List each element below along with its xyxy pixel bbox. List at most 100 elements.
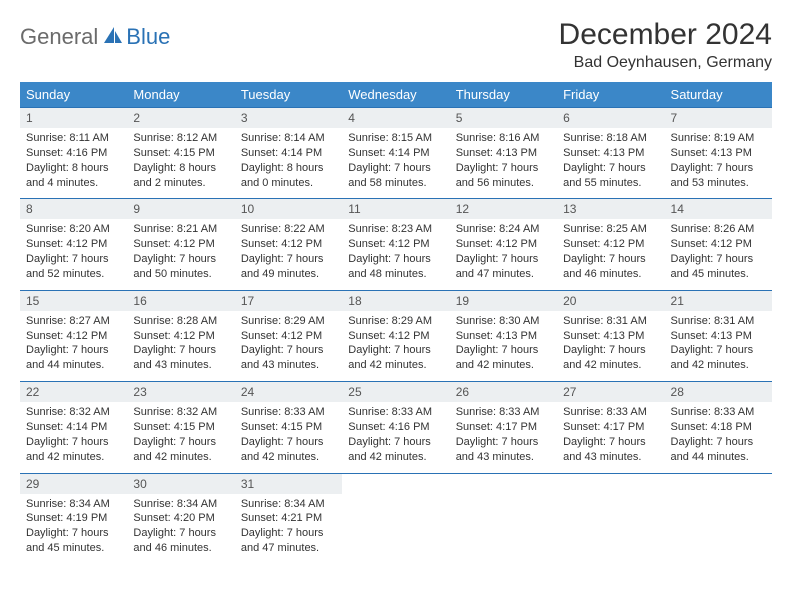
- day-cell-line: Sunset: 4:12 PM: [241, 329, 336, 344]
- day-cell: Sunrise: 8:34 AMSunset: 4:20 PMDaylight:…: [127, 494, 234, 564]
- day-cell: Sunrise: 8:32 AMSunset: 4:15 PMDaylight:…: [127, 402, 234, 473]
- day-content-row: Sunrise: 8:34 AMSunset: 4:19 PMDaylight:…: [20, 494, 772, 564]
- day-number: 5: [450, 108, 557, 129]
- day-number: 17: [235, 290, 342, 311]
- day-cell: Sunrise: 8:26 AMSunset: 4:12 PMDaylight:…: [665, 219, 772, 290]
- day-cell-line: Sunrise: 8:14 AM: [241, 131, 336, 146]
- day-number: 26: [450, 382, 557, 403]
- day-cell-line: Sunset: 4:12 PM: [26, 329, 121, 344]
- day-cell: Sunrise: 8:28 AMSunset: 4:12 PMDaylight:…: [127, 311, 234, 382]
- day-number-row: 293031: [20, 473, 772, 494]
- day-number: 20: [557, 290, 664, 311]
- calendar-table: Sunday Monday Tuesday Wednesday Thursday…: [20, 82, 772, 564]
- weekday-header: Friday: [557, 82, 664, 108]
- day-cell-line: Sunset: 4:13 PM: [456, 329, 551, 344]
- day-cell-line: Sunrise: 8:27 AM: [26, 314, 121, 329]
- day-cell-line: Sunset: 4:14 PM: [26, 420, 121, 435]
- day-number: 16: [127, 290, 234, 311]
- day-cell-line: Sunrise: 8:22 AM: [241, 222, 336, 237]
- day-number: 28: [665, 382, 772, 403]
- logo-text-general: General: [20, 24, 98, 50]
- day-cell-line: Sunrise: 8:29 AM: [241, 314, 336, 329]
- day-cell: Sunrise: 8:31 AMSunset: 4:13 PMDaylight:…: [665, 311, 772, 382]
- day-cell-line: Daylight: 7 hours and 45 minutes.: [671, 252, 766, 282]
- day-number-row: 1234567: [20, 108, 772, 129]
- day-cell-line: Daylight: 7 hours and 55 minutes.: [563, 161, 658, 191]
- day-cell: [342, 494, 449, 564]
- day-cell-line: Sunset: 4:17 PM: [563, 420, 658, 435]
- day-cell-line: Daylight: 7 hours and 42 minutes.: [348, 343, 443, 373]
- day-cell-line: Sunrise: 8:28 AM: [133, 314, 228, 329]
- logo-sail-icon: [102, 25, 124, 50]
- day-cell: Sunrise: 8:19 AMSunset: 4:13 PMDaylight:…: [665, 128, 772, 199]
- day-cell-line: Sunset: 4:13 PM: [563, 329, 658, 344]
- day-cell-line: Sunset: 4:12 PM: [348, 329, 443, 344]
- day-number: 7: [665, 108, 772, 129]
- day-cell: [665, 494, 772, 564]
- day-number: 3: [235, 108, 342, 129]
- day-cell-line: Daylight: 8 hours and 0 minutes.: [241, 161, 336, 191]
- day-cell-line: Sunset: 4:21 PM: [241, 511, 336, 526]
- day-cell-line: Sunrise: 8:34 AM: [26, 497, 121, 512]
- day-number: 12: [450, 199, 557, 220]
- weekday-header: Monday: [127, 82, 234, 108]
- day-cell-line: Daylight: 7 hours and 46 minutes.: [563, 252, 658, 282]
- day-number-row: 891011121314: [20, 199, 772, 220]
- day-cell-line: Daylight: 7 hours and 45 minutes.: [26, 526, 121, 556]
- day-cell: Sunrise: 8:27 AMSunset: 4:12 PMDaylight:…: [20, 311, 127, 382]
- day-number: 23: [127, 382, 234, 403]
- day-number: [557, 473, 664, 494]
- header: General Blue December 2024 Bad Oeynhause…: [20, 18, 772, 72]
- day-cell-line: Sunrise: 8:20 AM: [26, 222, 121, 237]
- day-cell: [450, 494, 557, 564]
- day-cell-line: Daylight: 7 hours and 43 minutes.: [456, 435, 551, 465]
- day-cell-line: Daylight: 7 hours and 42 minutes.: [348, 435, 443, 465]
- weekday-header: Saturday: [665, 82, 772, 108]
- day-cell-line: Sunset: 4:15 PM: [133, 146, 228, 161]
- day-cell: Sunrise: 8:14 AMSunset: 4:14 PMDaylight:…: [235, 128, 342, 199]
- day-cell-line: Sunset: 4:14 PM: [348, 146, 443, 161]
- day-cell-line: Sunrise: 8:33 AM: [563, 405, 658, 420]
- day-cell-line: Sunset: 4:12 PM: [133, 237, 228, 252]
- day-cell-line: Sunrise: 8:15 AM: [348, 131, 443, 146]
- day-cell-line: Sunset: 4:15 PM: [241, 420, 336, 435]
- day-cell-line: Sunset: 4:17 PM: [456, 420, 551, 435]
- day-cell: Sunrise: 8:29 AMSunset: 4:12 PMDaylight:…: [235, 311, 342, 382]
- day-cell-line: Sunrise: 8:34 AM: [241, 497, 336, 512]
- day-cell-line: Sunrise: 8:33 AM: [671, 405, 766, 420]
- day-cell: Sunrise: 8:30 AMSunset: 4:13 PMDaylight:…: [450, 311, 557, 382]
- day-cell-line: Daylight: 7 hours and 50 minutes.: [133, 252, 228, 282]
- day-number: 4: [342, 108, 449, 129]
- location-text: Bad Oeynhausen, Germany: [559, 54, 772, 72]
- day-cell: Sunrise: 8:33 AMSunset: 4:18 PMDaylight:…: [665, 402, 772, 473]
- day-cell-line: Sunset: 4:12 PM: [563, 237, 658, 252]
- day-content-row: Sunrise: 8:11 AMSunset: 4:16 PMDaylight:…: [20, 128, 772, 199]
- day-cell-line: Daylight: 7 hours and 56 minutes.: [456, 161, 551, 191]
- day-number: 22: [20, 382, 127, 403]
- day-cell-line: Sunrise: 8:19 AM: [671, 131, 766, 146]
- day-cell: Sunrise: 8:34 AMSunset: 4:19 PMDaylight:…: [20, 494, 127, 564]
- day-cell-line: Daylight: 7 hours and 44 minutes.: [671, 435, 766, 465]
- day-number: 24: [235, 382, 342, 403]
- logo: General Blue: [20, 18, 170, 50]
- day-cell-line: Sunset: 4:12 PM: [26, 237, 121, 252]
- day-cell-line: Sunset: 4:16 PM: [348, 420, 443, 435]
- day-cell-line: Daylight: 7 hours and 42 minutes.: [456, 343, 551, 373]
- day-number: 27: [557, 382, 664, 403]
- day-cell-line: Sunrise: 8:12 AM: [133, 131, 228, 146]
- day-number: 19: [450, 290, 557, 311]
- weekday-header: Tuesday: [235, 82, 342, 108]
- day-cell-line: Daylight: 7 hours and 42 minutes.: [671, 343, 766, 373]
- day-cell: Sunrise: 8:23 AMSunset: 4:12 PMDaylight:…: [342, 219, 449, 290]
- day-cell-line: Daylight: 7 hours and 49 minutes.: [241, 252, 336, 282]
- day-cell: Sunrise: 8:12 AMSunset: 4:15 PMDaylight:…: [127, 128, 234, 199]
- day-cell: Sunrise: 8:33 AMSunset: 4:16 PMDaylight:…: [342, 402, 449, 473]
- day-number: 15: [20, 290, 127, 311]
- day-cell-line: Sunset: 4:19 PM: [26, 511, 121, 526]
- day-cell-line: Sunset: 4:14 PM: [241, 146, 336, 161]
- day-cell-line: Sunrise: 8:16 AM: [456, 131, 551, 146]
- day-cell: Sunrise: 8:31 AMSunset: 4:13 PMDaylight:…: [557, 311, 664, 382]
- day-cell-line: Sunrise: 8:25 AM: [563, 222, 658, 237]
- day-number-row: 22232425262728: [20, 382, 772, 403]
- day-number: 1: [20, 108, 127, 129]
